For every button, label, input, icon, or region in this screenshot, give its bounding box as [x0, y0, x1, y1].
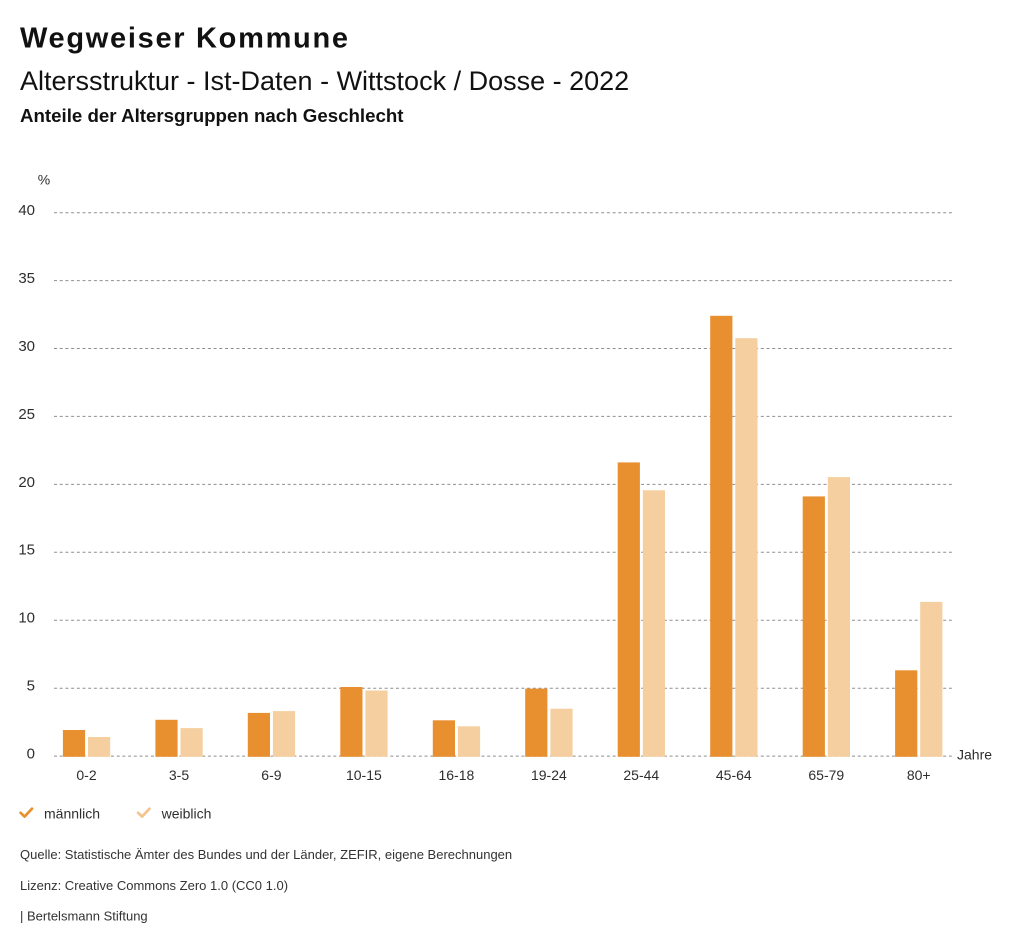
svg-text:15: 15: [18, 542, 35, 559]
svg-text:40: 40: [18, 202, 35, 219]
svg-text:10-15: 10-15: [346, 767, 382, 783]
svg-text:65-79: 65-79: [808, 767, 844, 783]
svg-text:| Bertelsmann Stiftung: | Bertelsmann Stiftung: [20, 908, 148, 923]
svg-text:30: 30: [18, 338, 35, 355]
svg-text:80+: 80+: [907, 767, 931, 783]
svg-text:16-18: 16-18: [438, 767, 474, 783]
svg-text:25-44: 25-44: [623, 767, 659, 783]
svg-text:25: 25: [18, 406, 35, 423]
svg-text:5: 5: [27, 678, 35, 695]
svg-text:%: %: [38, 172, 50, 188]
svg-text:3-5: 3-5: [169, 767, 189, 783]
svg-text:weiblich: weiblich: [161, 806, 212, 822]
svg-text:45-64: 45-64: [716, 767, 752, 783]
svg-text:Altersstruktur - Ist-Daten - W: Altersstruktur - Ist-Daten - Wittstock /…: [20, 66, 629, 96]
svg-text:0: 0: [27, 746, 35, 763]
svg-text:0-2: 0-2: [76, 767, 96, 783]
svg-text:Quelle: Statistische Ämter des: Quelle: Statistische Ämter des Bundes un…: [20, 847, 512, 862]
svg-text:Anteile der Altersgruppen nach: Anteile der Altersgruppen nach Geschlech…: [20, 105, 404, 126]
svg-text:Wegweiser Kommune: Wegweiser Kommune: [20, 23, 350, 55]
svg-text:Jahre: Jahre: [957, 747, 992, 763]
svg-text:männlich: männlich: [44, 806, 100, 822]
svg-text:6-9: 6-9: [261, 767, 281, 783]
svg-text:35: 35: [18, 270, 35, 287]
svg-text:19-24: 19-24: [531, 767, 567, 783]
svg-text:10: 10: [18, 610, 35, 627]
svg-text:Lizenz: Creative Commons Zero: Lizenz: Creative Commons Zero 1.0 (CC0 1…: [20, 878, 288, 893]
svg-text:20: 20: [18, 474, 35, 491]
